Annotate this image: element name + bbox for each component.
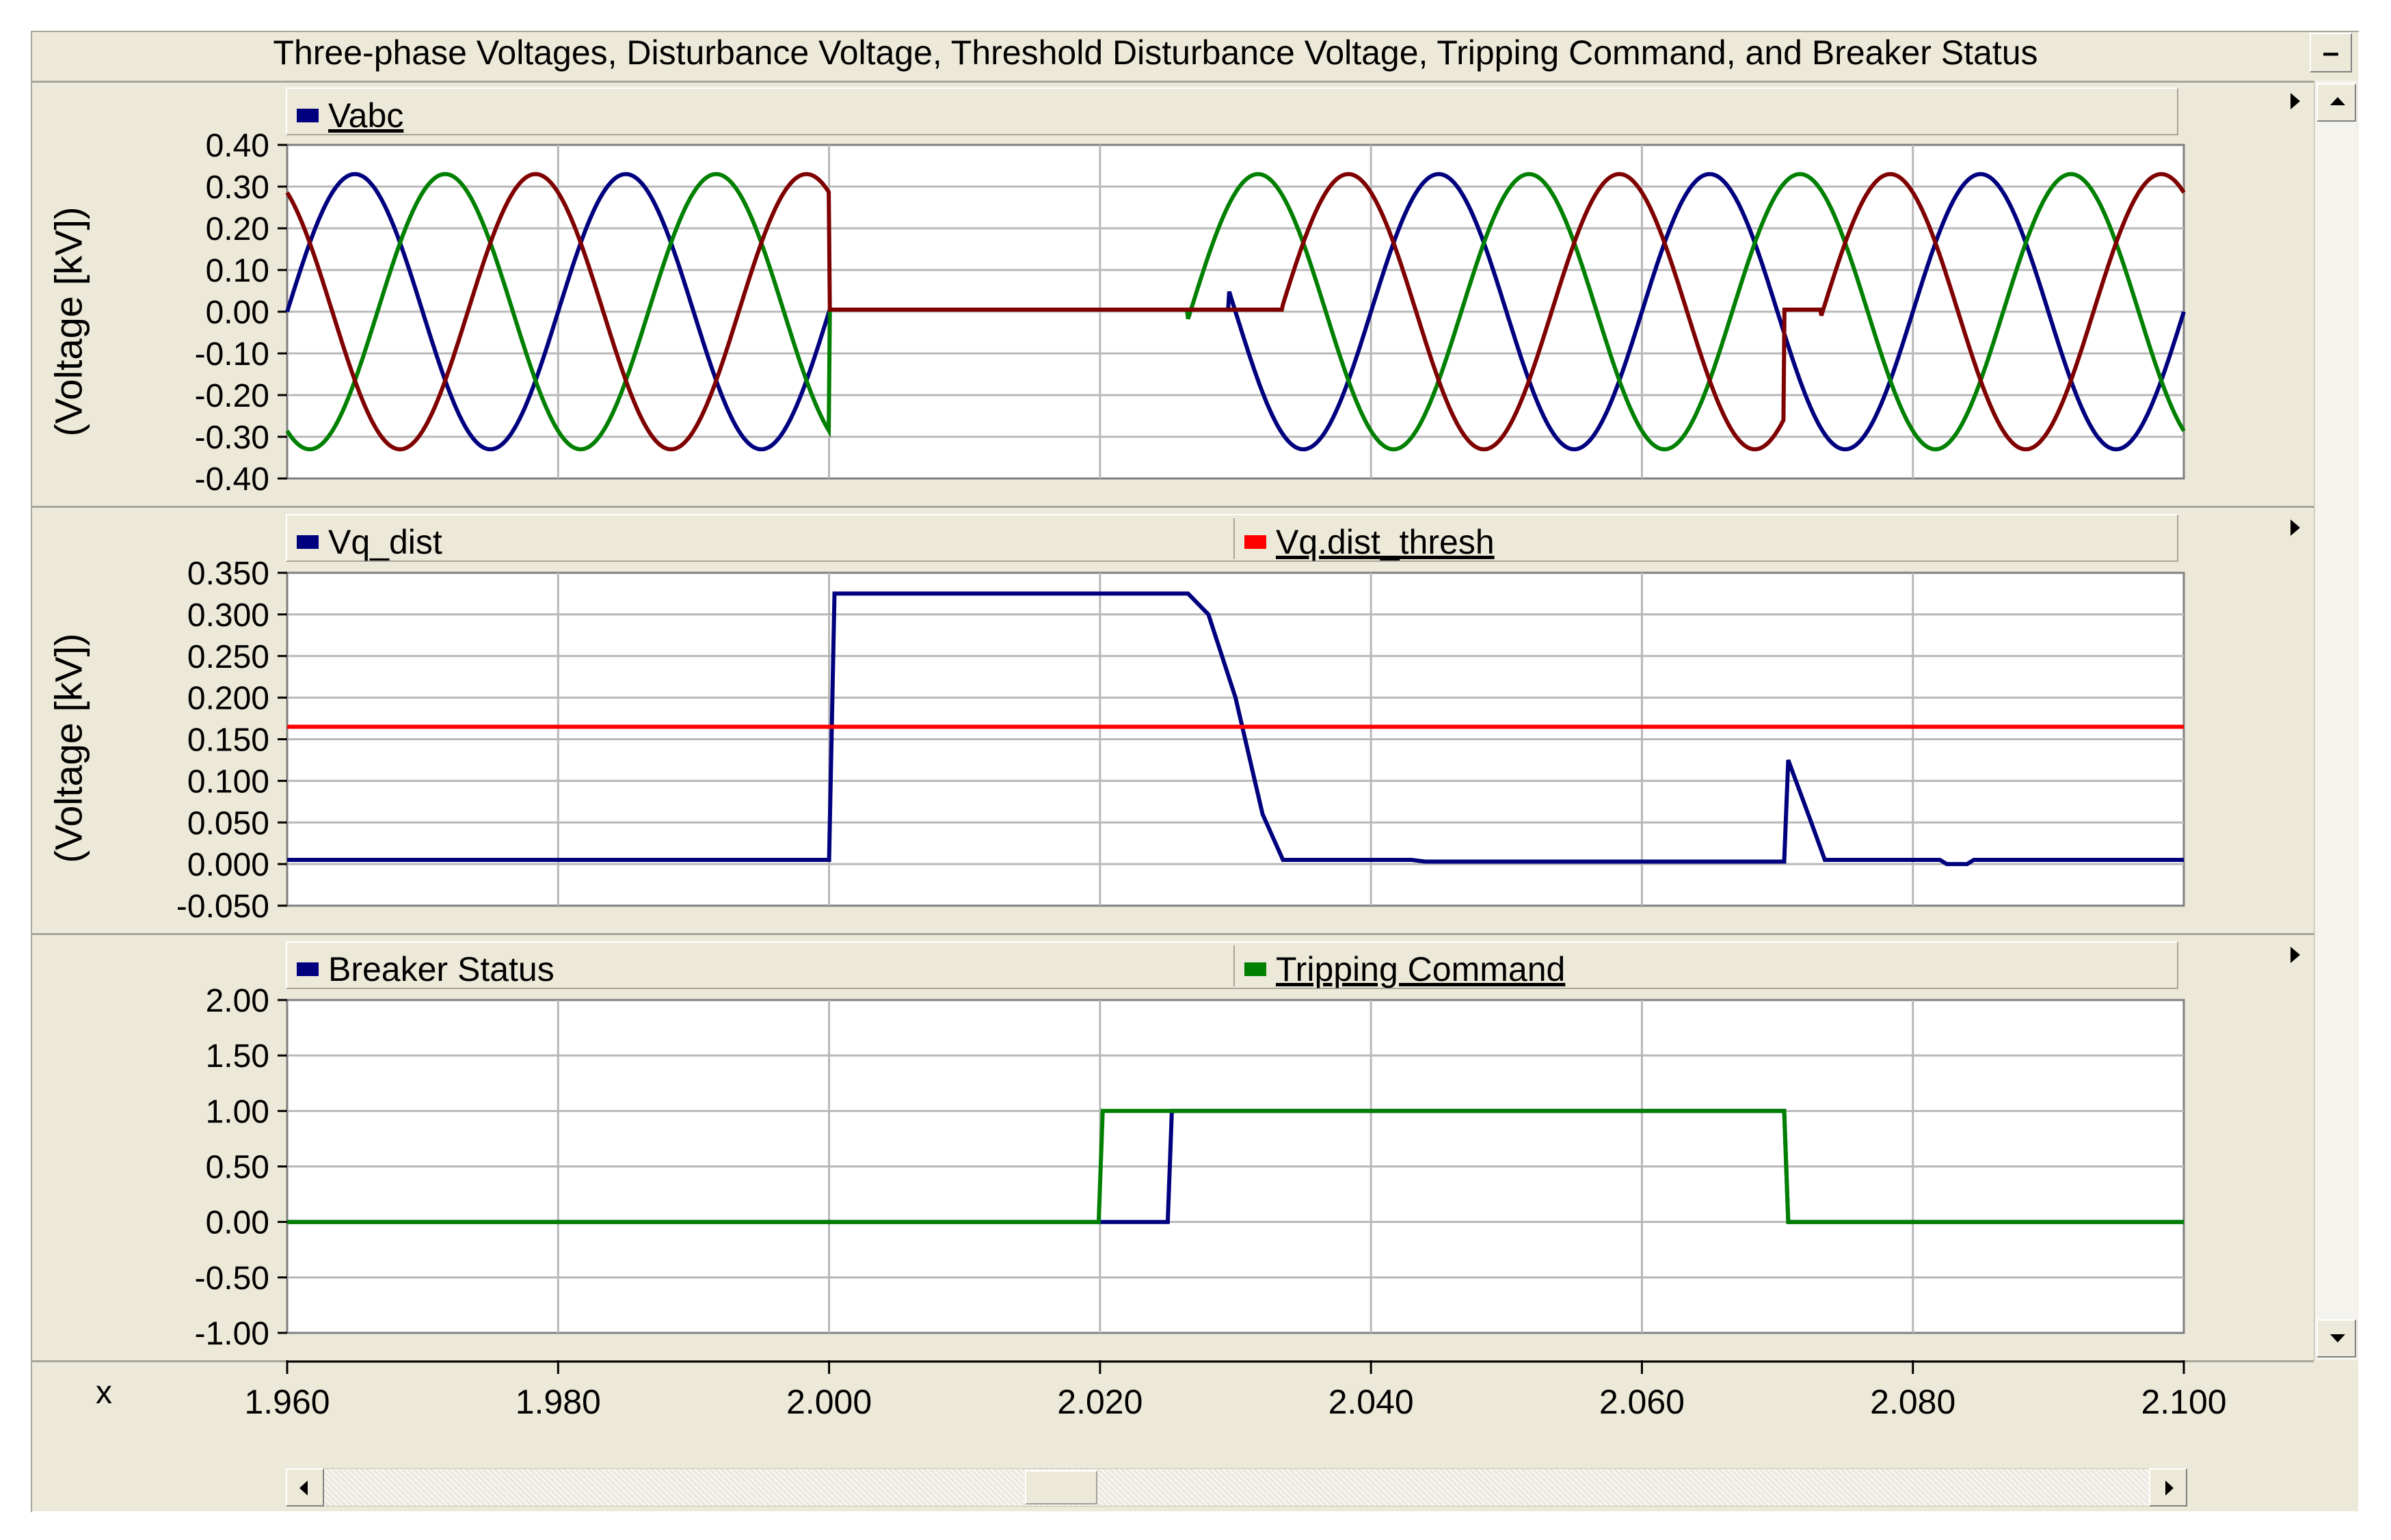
x-tick-label: 2.060 xyxy=(1599,1383,1685,1421)
y-tick-label: 1.00 xyxy=(206,1094,269,1130)
x-tick-label: 2.080 xyxy=(1870,1383,1955,1421)
legend-item-tripping-command[interactable]: Tripping Command xyxy=(1244,949,1565,988)
arrow-down-icon xyxy=(2330,1334,2345,1342)
legend-item-vq-dist-thresh[interactable]: Vq.dist_thresh xyxy=(1244,522,1495,561)
y-tick-label: 0.050 xyxy=(187,805,269,841)
x-axis-marker: x xyxy=(96,1375,112,1411)
legend-label: Vq_dist xyxy=(328,523,442,561)
scroll-up-button[interactable] xyxy=(2316,83,2356,122)
y-tick-label: 0.10 xyxy=(206,253,269,289)
y-tick-label: 2.00 xyxy=(206,983,269,1019)
arrow-right-icon xyxy=(2165,1481,2174,1496)
y-tick-label: -1.00 xyxy=(195,1316,269,1352)
x-tick-label: 2.020 xyxy=(1057,1383,1143,1421)
legend-bar-vabc: Vabc xyxy=(286,87,2178,135)
window-title: Three-phase Voltages, Disturbance Voltag… xyxy=(273,33,2038,72)
legend-swatch xyxy=(297,108,319,122)
minimize-button[interactable]: – xyxy=(2310,33,2352,72)
legend-label: Vabc xyxy=(328,96,404,135)
scrollbar-thumb[interactable] xyxy=(1025,1470,1097,1504)
legend-label: Tripping Command xyxy=(1276,950,1566,988)
panel-separator xyxy=(31,933,2314,935)
y-tick-label: 0.50 xyxy=(206,1150,269,1186)
scroll-down-button[interactable] xyxy=(2316,1319,2356,1357)
scroll-left-button[interactable] xyxy=(286,1468,324,1507)
y-tick-label: 0.000 xyxy=(187,847,269,883)
vertical-scrollbar[interactable] xyxy=(2314,81,2357,1360)
panel-separator xyxy=(31,506,2314,508)
y-tick-label: 1.50 xyxy=(206,1038,269,1075)
legend-swatch xyxy=(1244,535,1266,549)
horizontal-scrollbar[interactable] xyxy=(286,1468,2187,1507)
legend-divider xyxy=(1233,518,1235,559)
panel-separator xyxy=(31,81,2314,83)
y-tick-label: -0.20 xyxy=(195,378,269,414)
legend-item-breaker-status[interactable]: Breaker Status xyxy=(297,949,555,988)
y-tick-label: 0.40 xyxy=(206,128,269,164)
scroll-right-button[interactable] xyxy=(2149,1468,2187,1507)
y-tick-label: 0.350 xyxy=(187,556,269,592)
legend-item-vq-dist[interactable]: Vq_dist xyxy=(297,522,442,561)
y-tick-label: 0.00 xyxy=(206,295,269,331)
arrow-up-icon xyxy=(2330,97,2345,105)
arrow-left-icon xyxy=(299,1481,308,1496)
y-tick-label: -0.050 xyxy=(176,889,269,925)
legend-label: Vq.dist_thresh xyxy=(1276,523,1495,561)
series-line-phase-c xyxy=(285,172,2186,452)
series-line-tripping-command xyxy=(287,1109,2184,1224)
y-tick-label: 0.150 xyxy=(187,722,269,759)
y-tick-label: 0.300 xyxy=(187,597,269,634)
legend-item-vabc[interactable]: Vabc xyxy=(297,96,403,135)
y-tick-label: -0.30 xyxy=(195,420,269,456)
x-tick-label: 1.960 xyxy=(244,1383,330,1421)
y-tick-label: 0.30 xyxy=(206,170,269,206)
legend-label: Breaker Status xyxy=(328,950,555,988)
y-tick-label: 0.250 xyxy=(187,639,269,675)
y-tick-label: -0.40 xyxy=(195,461,269,498)
y-tick-label: 0.100 xyxy=(187,764,269,800)
x-tick-label: 2.000 xyxy=(786,1383,872,1421)
legend-divider xyxy=(1233,945,1235,986)
y-tick-label: 0.20 xyxy=(206,211,269,247)
panel-menu-arrow-icon[interactable] xyxy=(2290,519,2300,536)
legend-bar-breaker: Breaker Status Tripping Command xyxy=(286,941,2178,989)
panel-menu-arrow-icon[interactable] xyxy=(2290,93,2300,109)
legend-swatch xyxy=(297,962,319,976)
x-tick-label: 2.040 xyxy=(1328,1383,1414,1421)
legend-swatch xyxy=(297,535,319,549)
legend-swatch xyxy=(1244,962,1266,976)
panel-menu-arrow-icon[interactable] xyxy=(2290,947,2300,963)
x-tick-label: 1.980 xyxy=(516,1383,601,1421)
y-tick-label: -0.50 xyxy=(195,1260,269,1297)
series-line-vq-dist xyxy=(287,591,2184,867)
y-tick-label: 0.00 xyxy=(206,1205,269,1241)
y-tick-label: 0.200 xyxy=(187,681,269,717)
x-tick-label: 2.100 xyxy=(2141,1383,2226,1421)
y-tick-label: -0.10 xyxy=(195,336,269,373)
legend-bar-vq: Vq_dist Vq.dist_thresh xyxy=(286,514,2178,562)
series-line-phase-b xyxy=(285,172,2186,452)
